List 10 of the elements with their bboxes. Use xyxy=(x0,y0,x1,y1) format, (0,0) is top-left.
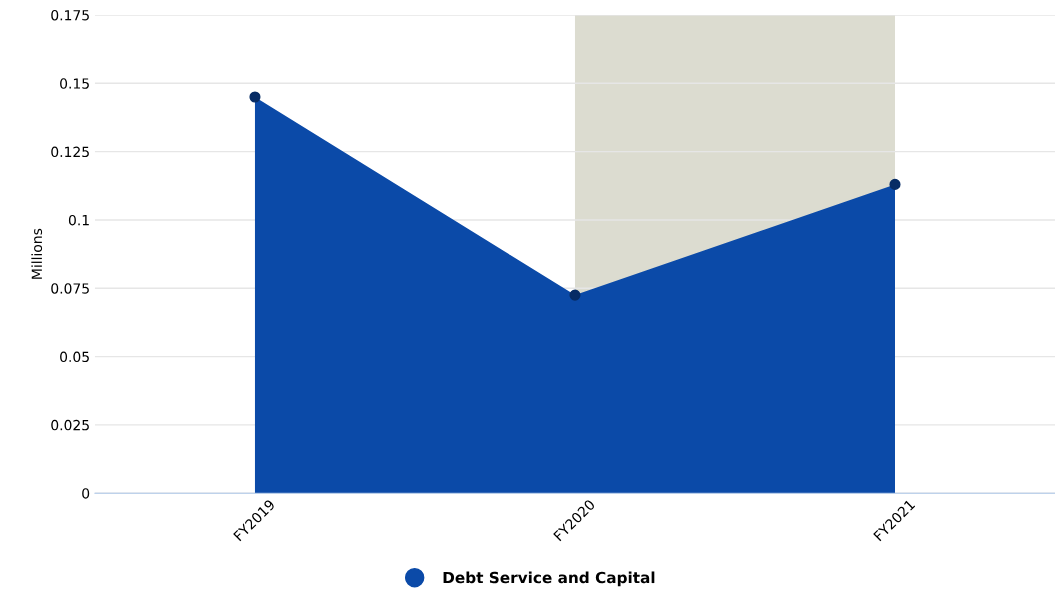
y-tick-label: 0.075 xyxy=(51,283,89,294)
y-tick-label: 0.1 xyxy=(68,214,89,226)
legend-label: Debt Service and Capital xyxy=(443,571,655,587)
y-tick-label: 0.15 xyxy=(60,78,89,89)
y-tick-label: 0.175 xyxy=(51,9,89,21)
y-tick-label: 0.05 xyxy=(60,351,89,363)
y-tick-label: 0.025 xyxy=(51,419,89,431)
y-tick-label: 0 xyxy=(82,488,90,499)
y-tick-label: 0.125 xyxy=(51,146,89,158)
y-axis-title: Millions xyxy=(31,228,43,279)
